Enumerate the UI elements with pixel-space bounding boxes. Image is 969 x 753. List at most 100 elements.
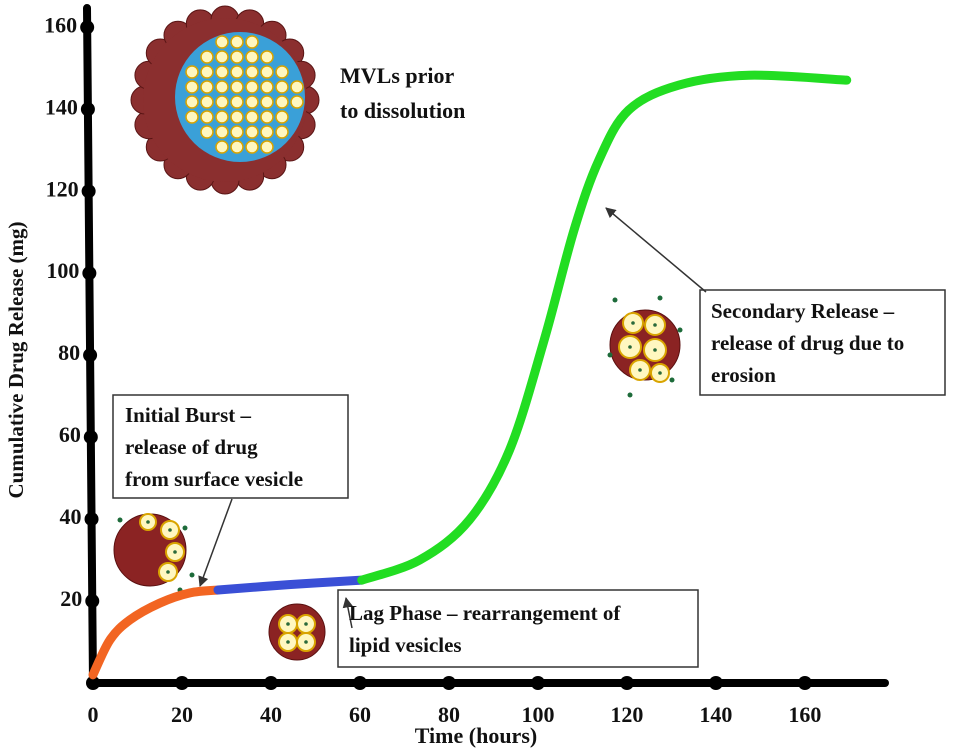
annotation-text: Secondary Release –	[711, 299, 895, 323]
vesicle-dot	[286, 622, 290, 626]
mvl-cell	[230, 95, 244, 109]
drug-particle	[607, 352, 613, 358]
mvl-cell	[275, 65, 289, 79]
mvl-cell	[275, 125, 289, 139]
annotation-box	[112, 394, 349, 499]
y-tick-label: 60	[59, 422, 81, 447]
vesicle	[268, 603, 326, 661]
mvl-cell	[230, 50, 244, 64]
vesicle-illustrations	[113, 5, 683, 661]
mvl-cell	[215, 125, 229, 139]
mvl-cell	[260, 125, 274, 139]
annotation-arrow	[605, 207, 707, 293]
x-tick-mark	[263, 676, 278, 690]
mvl-cell	[275, 80, 289, 94]
y-tick-mark	[84, 512, 99, 527]
drug-particle	[627, 392, 633, 398]
vesicle-dot	[653, 348, 657, 352]
mvl-cell	[185, 110, 199, 124]
annotation-text: erosion	[711, 363, 776, 387]
release-curve	[213, 575, 367, 595]
y-tick-mark	[85, 594, 100, 609]
mvl-cell	[215, 65, 229, 79]
vesicle-dot	[173, 550, 177, 554]
mvl-cell	[185, 95, 199, 109]
mvl-cell	[230, 65, 244, 79]
mvl-cell	[245, 140, 259, 154]
x-tick-label: 60	[349, 702, 371, 727]
x-axis-label: Time (hours)	[415, 723, 537, 748]
y-tick-label: 160	[44, 12, 77, 37]
y-tick-mark	[83, 430, 98, 445]
drug-particle	[677, 327, 683, 333]
annotation-text: Initial Burst –	[125, 403, 252, 427]
x-tick-mark	[797, 676, 812, 690]
x-tick-label: 160	[788, 702, 821, 727]
x-tick-label: 40	[260, 702, 282, 727]
mvl-cell	[215, 50, 229, 64]
y-tick-label: 100	[46, 258, 79, 283]
mvl-cell	[200, 65, 214, 79]
mvl-cell	[245, 125, 259, 139]
y-tick-mark	[80, 20, 95, 35]
mvl-cell	[245, 95, 259, 109]
y-tick-mark	[83, 348, 98, 363]
mvl-cell	[200, 50, 214, 64]
drug-particle	[657, 295, 663, 301]
annotation-text: from surface vesicle	[125, 467, 303, 491]
mvl-cell	[215, 110, 229, 124]
mvl-cell	[215, 80, 229, 94]
vesicle-dot	[653, 323, 657, 327]
mvl-cell	[200, 110, 214, 124]
y-tick-label: 20	[60, 586, 82, 611]
mvl-cell	[260, 50, 274, 64]
x-tick-mark	[352, 676, 367, 690]
y-axis	[83, 4, 97, 687]
annotation-arrow	[342, 596, 354, 629]
annotation-text: release of drug due to	[711, 331, 904, 355]
y-tick-label: 80	[58, 340, 80, 365]
annotation-box	[699, 289, 946, 396]
mvl-cell	[185, 65, 199, 79]
annotation-arrow	[198, 498, 233, 587]
vesicle-dot	[631, 321, 635, 325]
mvl-cell	[230, 110, 244, 124]
mvl-cell	[245, 80, 259, 94]
mvl-cell	[290, 95, 304, 109]
y-tick-label: 140	[45, 94, 78, 119]
x-tick-label: 100	[521, 702, 554, 727]
annotation-text: release of drug	[125, 435, 258, 459]
mvl-cell	[230, 35, 244, 49]
mvl-cell	[275, 95, 289, 109]
mvl-cell	[260, 110, 274, 124]
mvl-cell	[230, 125, 244, 139]
annotation-text: Lag Phase – rearrangement of	[349, 601, 621, 625]
mvl-cell	[245, 50, 259, 64]
x-tick-mark	[708, 676, 723, 690]
drug-particle	[612, 297, 618, 303]
vesicle-dot	[168, 528, 172, 532]
mvl-cell	[260, 140, 274, 154]
y-axis-label: Cumulative Drug Release (mg)	[4, 221, 28, 498]
vesicle-dot	[628, 345, 632, 349]
x-tick-mark	[174, 676, 189, 690]
mvl-cell	[185, 80, 199, 94]
vesicle-dot	[638, 368, 642, 372]
vesicle-dot	[304, 640, 308, 644]
mvl-cell	[290, 80, 304, 94]
y-tick-label: 40	[60, 504, 82, 529]
x-tick-mark	[530, 676, 545, 690]
x-tick-label: 120	[610, 702, 643, 727]
release-curve	[357, 70, 852, 585]
annotation-text: MVLs prior	[340, 63, 455, 88]
vesicle-dot	[304, 622, 308, 626]
mvl-cell	[260, 65, 274, 79]
mvl-cell	[275, 110, 289, 124]
drug-particle	[117, 517, 123, 523]
mvl-cell	[200, 125, 214, 139]
x-tick-label: 140	[699, 702, 732, 727]
mvl-cell	[215, 35, 229, 49]
vesicle-dot	[166, 570, 170, 574]
vesicle-dot	[146, 520, 150, 524]
